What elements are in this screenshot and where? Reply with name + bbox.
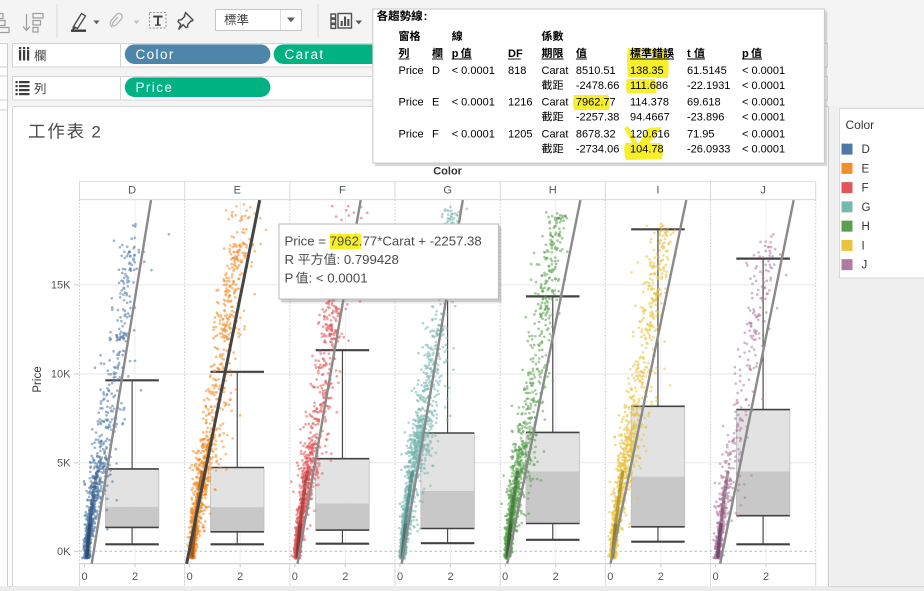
svg-text:0: 0 xyxy=(607,571,613,583)
svg-text:D: D xyxy=(128,185,136,197)
svg-text:2: 2 xyxy=(91,123,100,142)
svg-text:10K: 10K xyxy=(51,369,71,381)
svg-text:Carat: Carat xyxy=(285,47,325,62)
svg-text:0: 0 xyxy=(712,571,718,583)
svg-text:H: H xyxy=(549,185,557,197)
svg-text:0: 0 xyxy=(81,571,87,583)
svg-text:0: 0 xyxy=(502,571,508,583)
svg-text:2: 2 xyxy=(342,571,348,583)
svg-text:I: I xyxy=(656,185,659,197)
svg-text:E: E xyxy=(234,185,241,197)
svg-text:0: 0 xyxy=(292,571,298,583)
svg-text:5K: 5K xyxy=(57,458,71,470)
svg-text:F: F xyxy=(339,185,346,197)
svg-text:Price: Price xyxy=(136,80,174,95)
svg-text:Color: Color xyxy=(433,166,462,178)
svg-text:2: 2 xyxy=(132,571,138,583)
svg-text:G: G xyxy=(443,185,452,197)
svg-text:0K: 0K xyxy=(57,546,71,558)
svg-text:Color: Color xyxy=(136,47,175,62)
svg-text:2: 2 xyxy=(658,571,664,583)
svg-text:J: J xyxy=(760,185,766,197)
svg-text:2: 2 xyxy=(763,571,769,583)
svg-text:0: 0 xyxy=(397,571,403,583)
svg-text:2: 2 xyxy=(447,571,453,583)
svg-text:15K: 15K xyxy=(51,280,71,292)
svg-text:2: 2 xyxy=(237,571,243,583)
svg-text:Price: Price xyxy=(32,366,44,392)
svg-text:2: 2 xyxy=(553,571,559,583)
svg-text:0: 0 xyxy=(187,571,193,583)
